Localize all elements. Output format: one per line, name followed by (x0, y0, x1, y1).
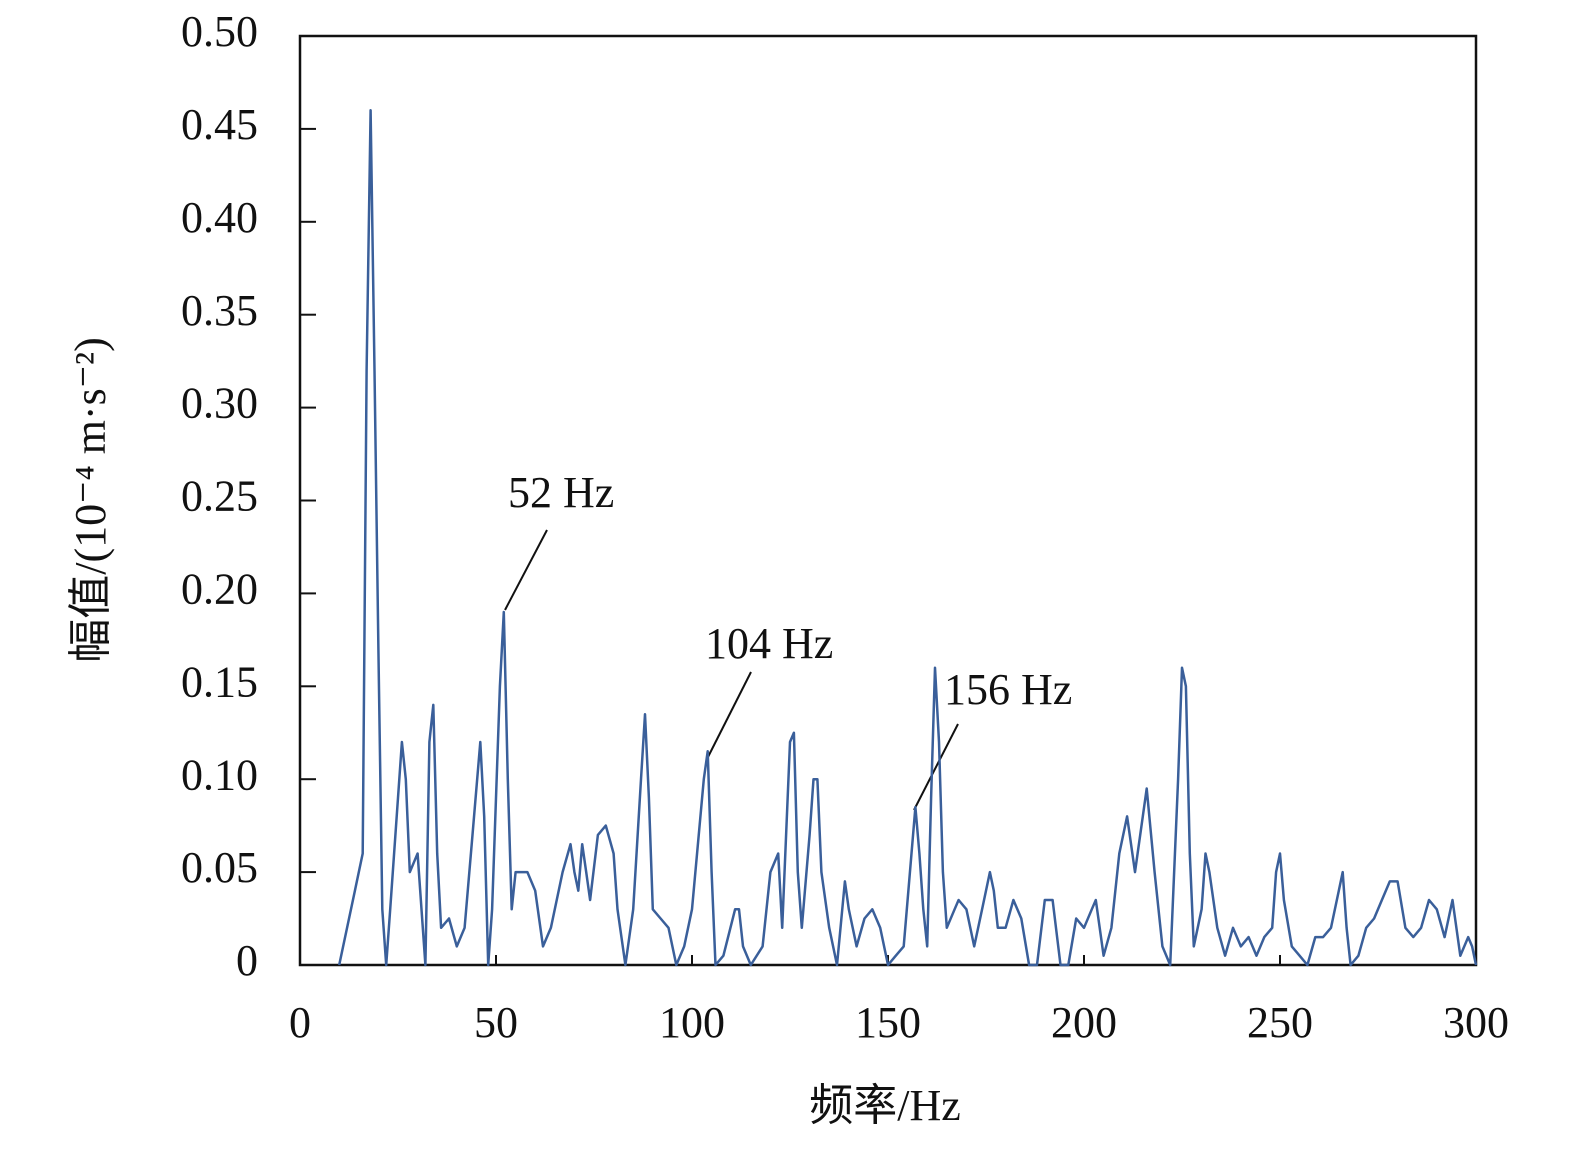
leader-line (707, 671, 752, 758)
x-tick-label: 250 (1247, 998, 1313, 1047)
y-tick-label: 0.50 (181, 7, 258, 56)
y-tick-label: 0.45 (181, 100, 258, 149)
x-tick-label: 50 (474, 998, 518, 1047)
x-tick-label: 150 (855, 998, 921, 1047)
x-axis-label: 频率/Hz (809, 1081, 961, 1130)
plot-frame (298, 34, 1478, 967)
annotation: 52 Hz (508, 468, 614, 517)
leader-line (504, 529, 548, 611)
x-tick-label: 300 (1443, 998, 1509, 1047)
y-tick-label: 0.05 (181, 843, 258, 892)
y-tick-label: 0.20 (181, 564, 258, 613)
y-tick-label: 0.30 (181, 379, 258, 428)
leader-line (913, 723, 959, 811)
series-line (337, 109, 1478, 967)
x-tick-label: 0 (289, 998, 311, 1047)
y-tick-label: 0.35 (181, 286, 258, 335)
annotation: 156 Hz (944, 665, 1072, 714)
y-axis-label: 幅值/(10⁻⁴ m·s⁻²) (66, 337, 115, 663)
y-tick-label: 0.10 (181, 750, 258, 799)
y-tick-label: 0.40 (181, 193, 258, 242)
y-tick-label: 0 (236, 936, 258, 985)
x-tick-label: 100 (659, 998, 725, 1047)
y-tick-label: 0.15 (181, 657, 258, 706)
annotation: 104 Hz (705, 619, 833, 668)
x-tick-label: 200 (1051, 998, 1117, 1047)
y-tick-label: 0.25 (181, 472, 258, 521)
